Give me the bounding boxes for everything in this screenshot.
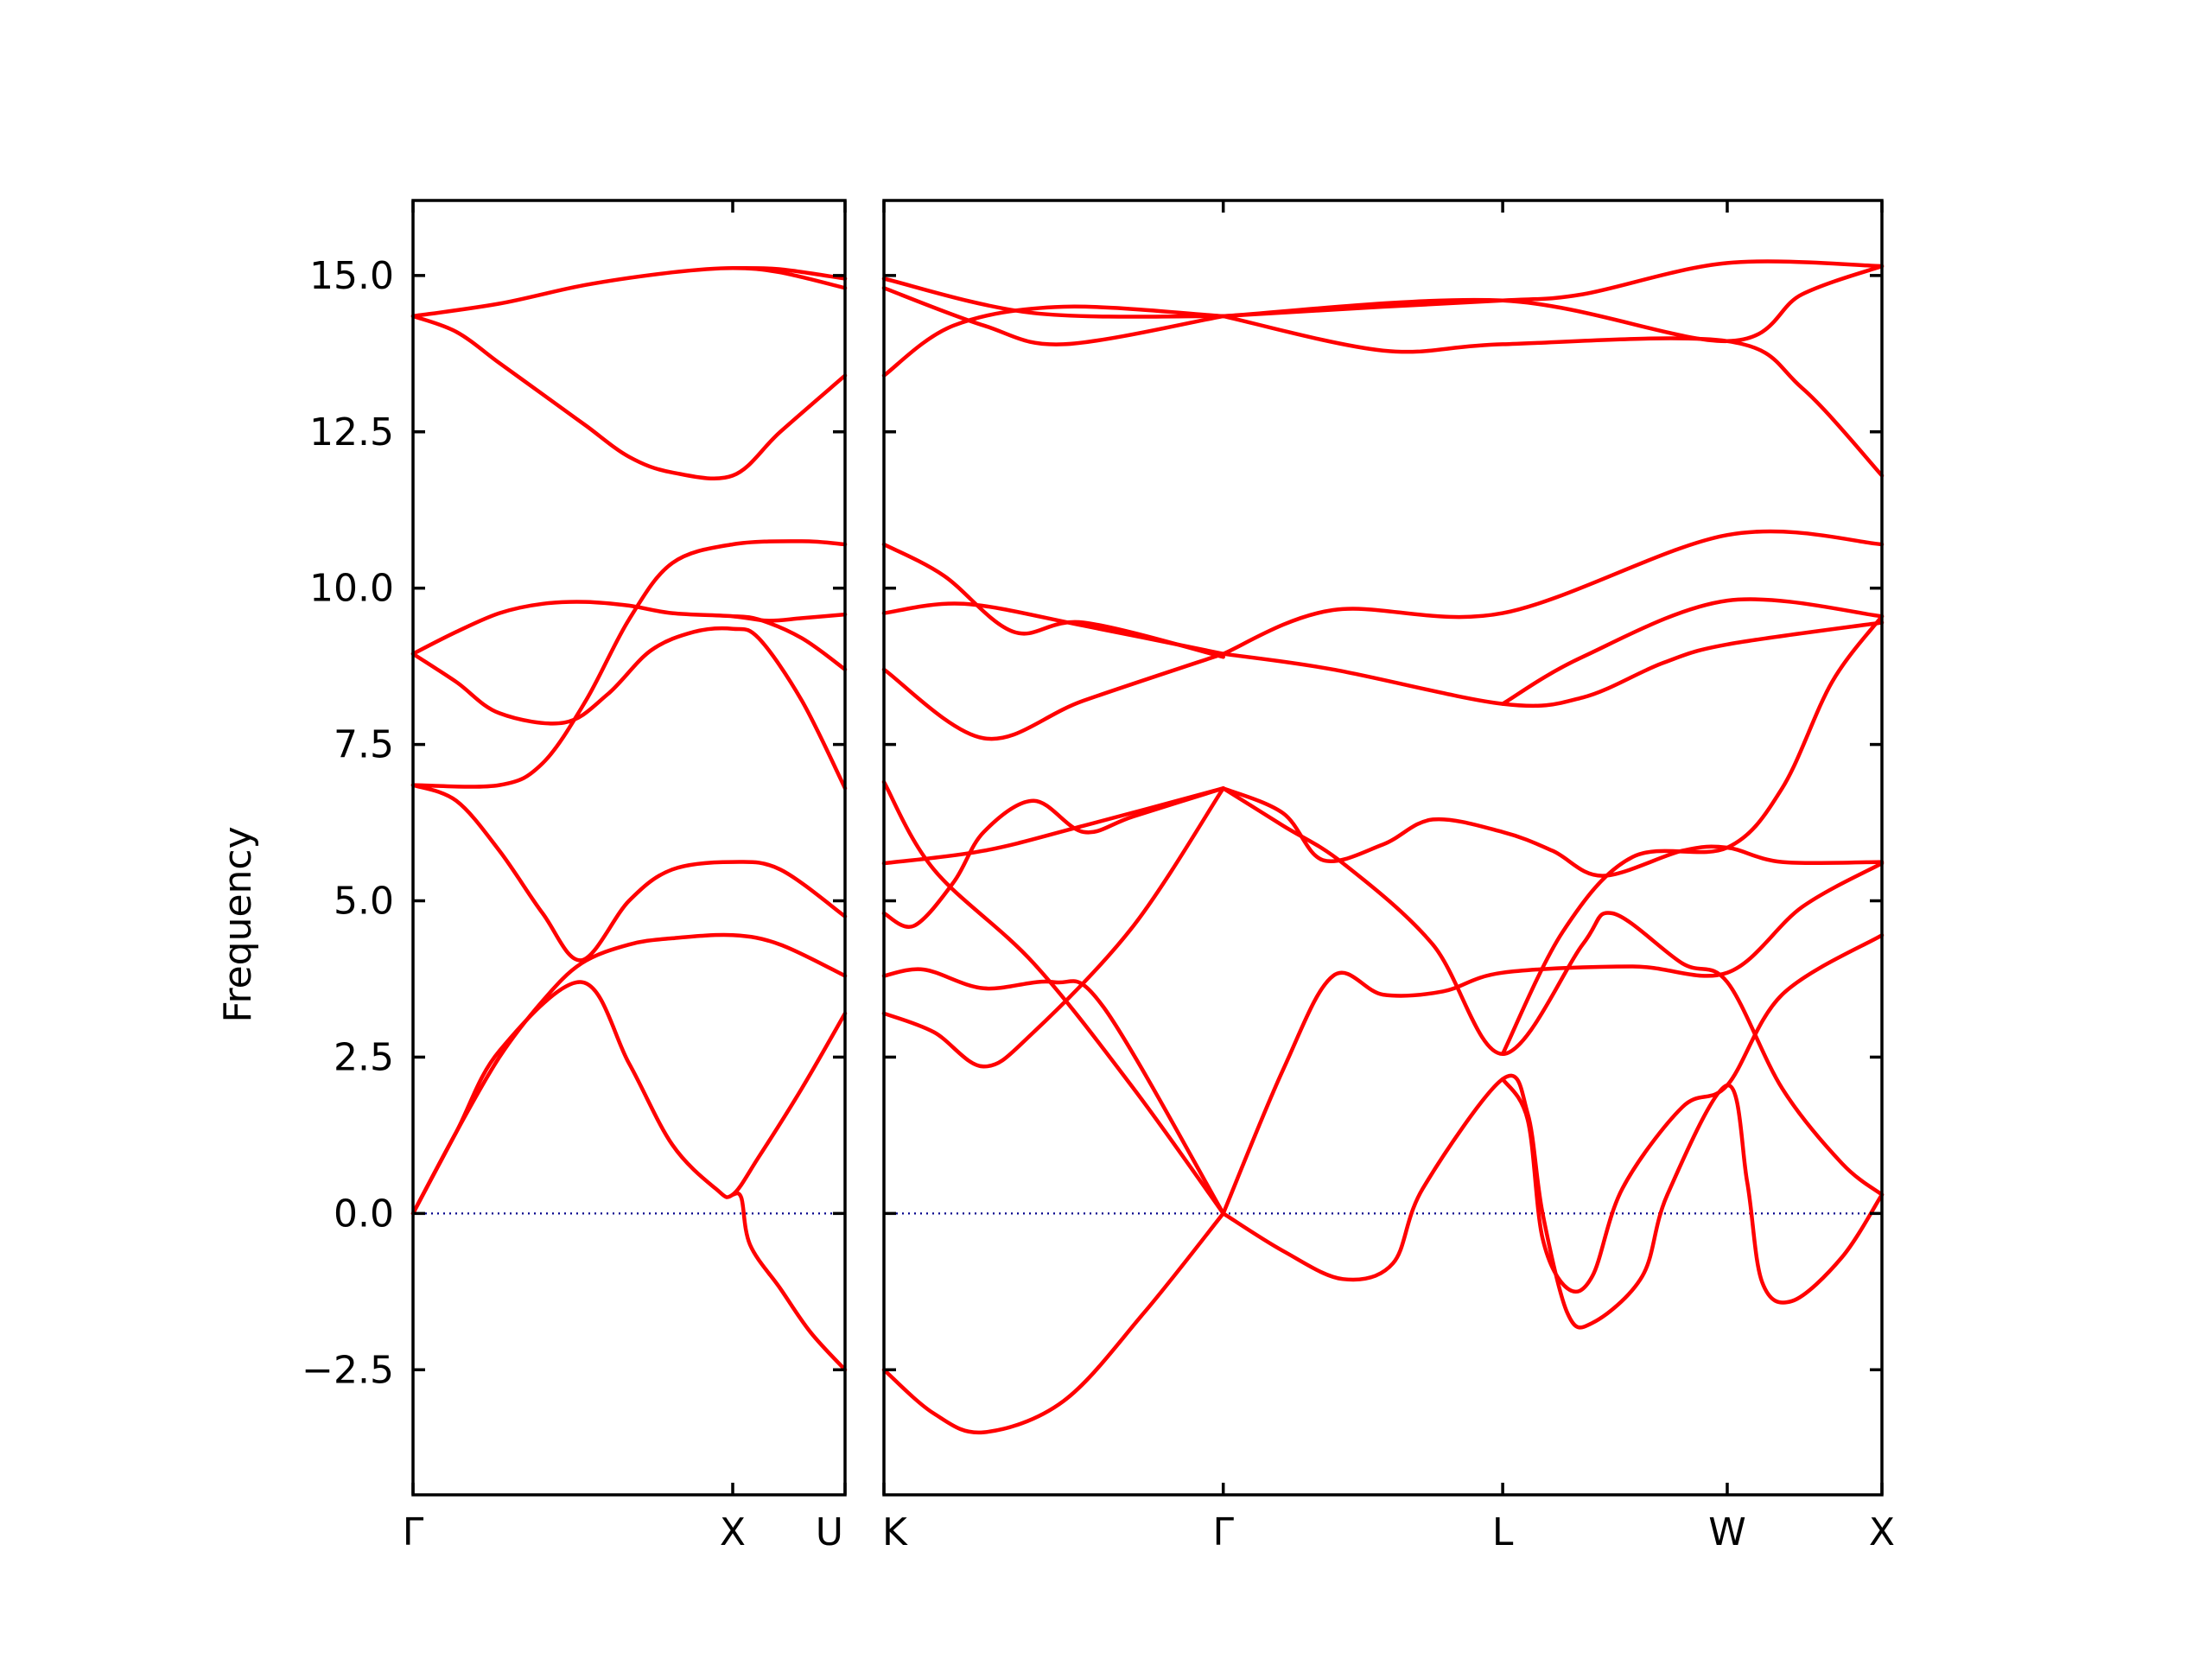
x-tick-label: Γ xyxy=(403,1510,424,1554)
band-line-1-1 xyxy=(881,786,1225,1069)
band-line-1-14 xyxy=(1221,861,1885,1216)
x-tick-label: W xyxy=(1708,1510,1746,1554)
band-line-1-18 xyxy=(1221,620,1885,709)
y-axis-title: Frequency xyxy=(216,826,260,1022)
y-tick-label: 12.5 xyxy=(309,410,394,454)
band-line-0-0 xyxy=(410,980,848,1216)
x-tick-label: X xyxy=(1869,1510,1895,1554)
x-tick-label: X xyxy=(720,1510,746,1554)
plot-frame xyxy=(411,199,847,1497)
band-line-0-2 xyxy=(410,783,848,963)
band-line-1-5 xyxy=(881,779,1225,1216)
band-line-1-21 xyxy=(1221,259,1885,319)
band-line-1-3 xyxy=(881,786,1225,929)
x-tick-label: K xyxy=(882,1510,908,1554)
x-tick-label: Γ xyxy=(1212,1510,1234,1554)
band-line-1-17 xyxy=(1500,613,1885,1057)
band-line-1-10 xyxy=(881,286,1225,346)
band-line-1-20 xyxy=(1500,597,1885,706)
x-tick-label: L xyxy=(1492,1510,1514,1554)
band-line-1-4 xyxy=(881,786,1225,866)
band-line-1-0 xyxy=(881,1211,1225,1435)
band-line-0-6 xyxy=(410,314,848,481)
x-tick-label: U xyxy=(816,1510,843,1554)
band-line-0-4 xyxy=(410,626,848,791)
band-line-0-9 xyxy=(730,1191,848,1372)
y-tick-label: 0.0 xyxy=(334,1192,394,1236)
band-line-0-5 xyxy=(410,600,848,656)
y-tick-label: −2.5 xyxy=(302,1348,394,1392)
y-tick-label: 15.0 xyxy=(309,254,394,298)
plot-frame xyxy=(882,199,1884,1497)
band-line-0-7 xyxy=(410,265,848,319)
band-line-1-13 xyxy=(1500,933,1885,1294)
band-line-0-8 xyxy=(730,265,848,281)
y-tick-label: 7.5 xyxy=(334,723,394,767)
band-line-1-12 xyxy=(1221,1073,1885,1330)
band-line-0-10 xyxy=(730,613,848,672)
y-tick-label: 5.0 xyxy=(334,880,394,924)
band-line-1-8 xyxy=(881,542,1225,659)
band-line-1-23 xyxy=(1221,264,1885,344)
band-line-1-22 xyxy=(1221,314,1885,478)
band-line-1-15 xyxy=(1221,786,1885,1197)
band-line-1-6 xyxy=(881,652,1225,741)
y-tick-label: 2.5 xyxy=(334,1035,394,1079)
y-axis-tick-labels: −2.5 0.0 2.5 5.0 7.5 10.0 12.5 15.0 xyxy=(302,254,394,1392)
band-line-1-19 xyxy=(1221,529,1885,656)
band-line-0-3 xyxy=(410,539,848,789)
band-line-0-1 xyxy=(410,932,848,1216)
y-tick-label: 10.0 xyxy=(309,567,394,611)
band-line-1-7 xyxy=(881,601,1225,656)
band-line-1-11 xyxy=(881,276,1225,319)
band-line-1-2 xyxy=(881,967,1225,1216)
band-line-1-16 xyxy=(1221,786,1885,878)
